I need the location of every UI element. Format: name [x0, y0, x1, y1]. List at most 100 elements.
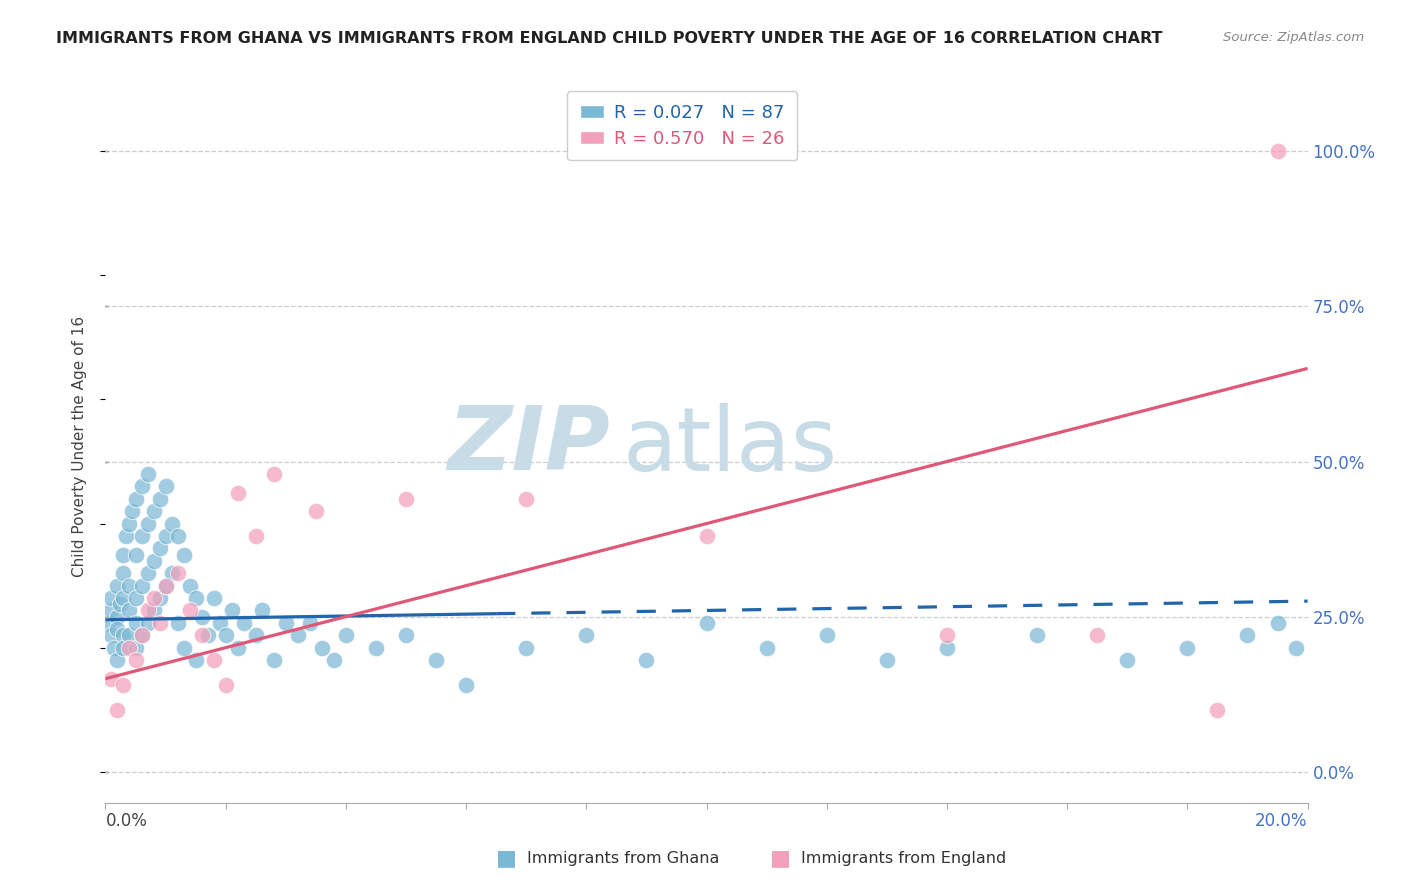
Point [118, 603, 141, 617]
Text: ZIP: ZIP [447, 402, 610, 490]
Point [936, 640, 959, 655]
Point [148, 541, 170, 556]
Point [1267, 615, 1289, 630]
Point [322, 653, 344, 667]
Point [755, 640, 778, 655]
Point [636, 653, 658, 667]
Point [287, 628, 309, 642]
Point [1026, 628, 1049, 642]
Point [136, 615, 159, 630]
Point [112, 640, 135, 655]
Point [1085, 628, 1108, 642]
Point [425, 653, 447, 667]
Point [190, 609, 212, 624]
Point [107, 579, 129, 593]
Point [166, 615, 188, 630]
Point [250, 603, 273, 617]
Y-axis label: Child Poverty Under the Age of 16: Child Poverty Under the Age of 16 [72, 316, 87, 576]
Point [202, 591, 225, 605]
Point [1175, 640, 1198, 655]
Point [226, 485, 249, 500]
Point [298, 615, 321, 630]
Point [1267, 145, 1289, 159]
Point [131, 628, 153, 642]
Point [232, 615, 254, 630]
Point [112, 566, 135, 581]
Point [107, 622, 129, 636]
Point [1116, 653, 1139, 667]
Point [173, 640, 195, 655]
Point [173, 548, 195, 562]
Point [263, 467, 285, 481]
Point [179, 579, 201, 593]
Point [1206, 703, 1229, 717]
Point [131, 479, 153, 493]
Point [148, 491, 170, 506]
Point [112, 678, 135, 692]
Point [936, 628, 959, 642]
Point [696, 529, 718, 543]
Point [815, 628, 838, 642]
Point [97, 615, 120, 630]
Point [876, 653, 898, 667]
Point [112, 548, 135, 562]
Point [179, 603, 201, 617]
Text: 20.0%: 20.0% [1256, 812, 1308, 830]
Point [118, 628, 141, 642]
Point [454, 678, 477, 692]
Point [100, 591, 122, 605]
Point [202, 653, 225, 667]
Point [515, 640, 537, 655]
Point [575, 628, 598, 642]
Point [118, 579, 141, 593]
Point [395, 628, 418, 642]
Point [155, 579, 177, 593]
Point [274, 615, 297, 630]
Point [197, 628, 219, 642]
Point [263, 653, 285, 667]
Point [208, 615, 231, 630]
Point [364, 640, 387, 655]
Point [160, 516, 183, 531]
Point [184, 653, 207, 667]
Point [131, 529, 153, 543]
Point [112, 591, 135, 605]
Point [124, 640, 146, 655]
Point [245, 628, 267, 642]
Point [107, 653, 129, 667]
Point [118, 516, 141, 531]
Point [155, 579, 177, 593]
Point [335, 628, 357, 642]
Point [305, 504, 328, 518]
Point [142, 603, 165, 617]
Point [131, 579, 153, 593]
Point [121, 504, 143, 518]
Point [115, 529, 138, 543]
Point [515, 491, 537, 506]
Text: atlas: atlas [623, 402, 838, 490]
Point [221, 603, 243, 617]
Point [1284, 640, 1306, 655]
Point [311, 640, 333, 655]
Point [184, 591, 207, 605]
Point [112, 628, 135, 642]
Point [107, 609, 129, 624]
Point [142, 504, 165, 518]
Point [155, 529, 177, 543]
Text: ■: ■ [770, 848, 790, 868]
Point [131, 628, 153, 642]
Point [124, 548, 146, 562]
Point [166, 566, 188, 581]
Point [100, 603, 122, 617]
Legend: R = 0.027   N = 87, R = 0.570   N = 26: R = 0.027 N = 87, R = 0.570 N = 26 [568, 91, 797, 161]
Point [226, 640, 249, 655]
Point [124, 615, 146, 630]
Point [166, 529, 188, 543]
Text: ■: ■ [496, 848, 516, 868]
Point [124, 591, 146, 605]
Point [124, 653, 146, 667]
Point [136, 603, 159, 617]
Point [103, 640, 125, 655]
Point [136, 566, 159, 581]
Point [190, 628, 212, 642]
